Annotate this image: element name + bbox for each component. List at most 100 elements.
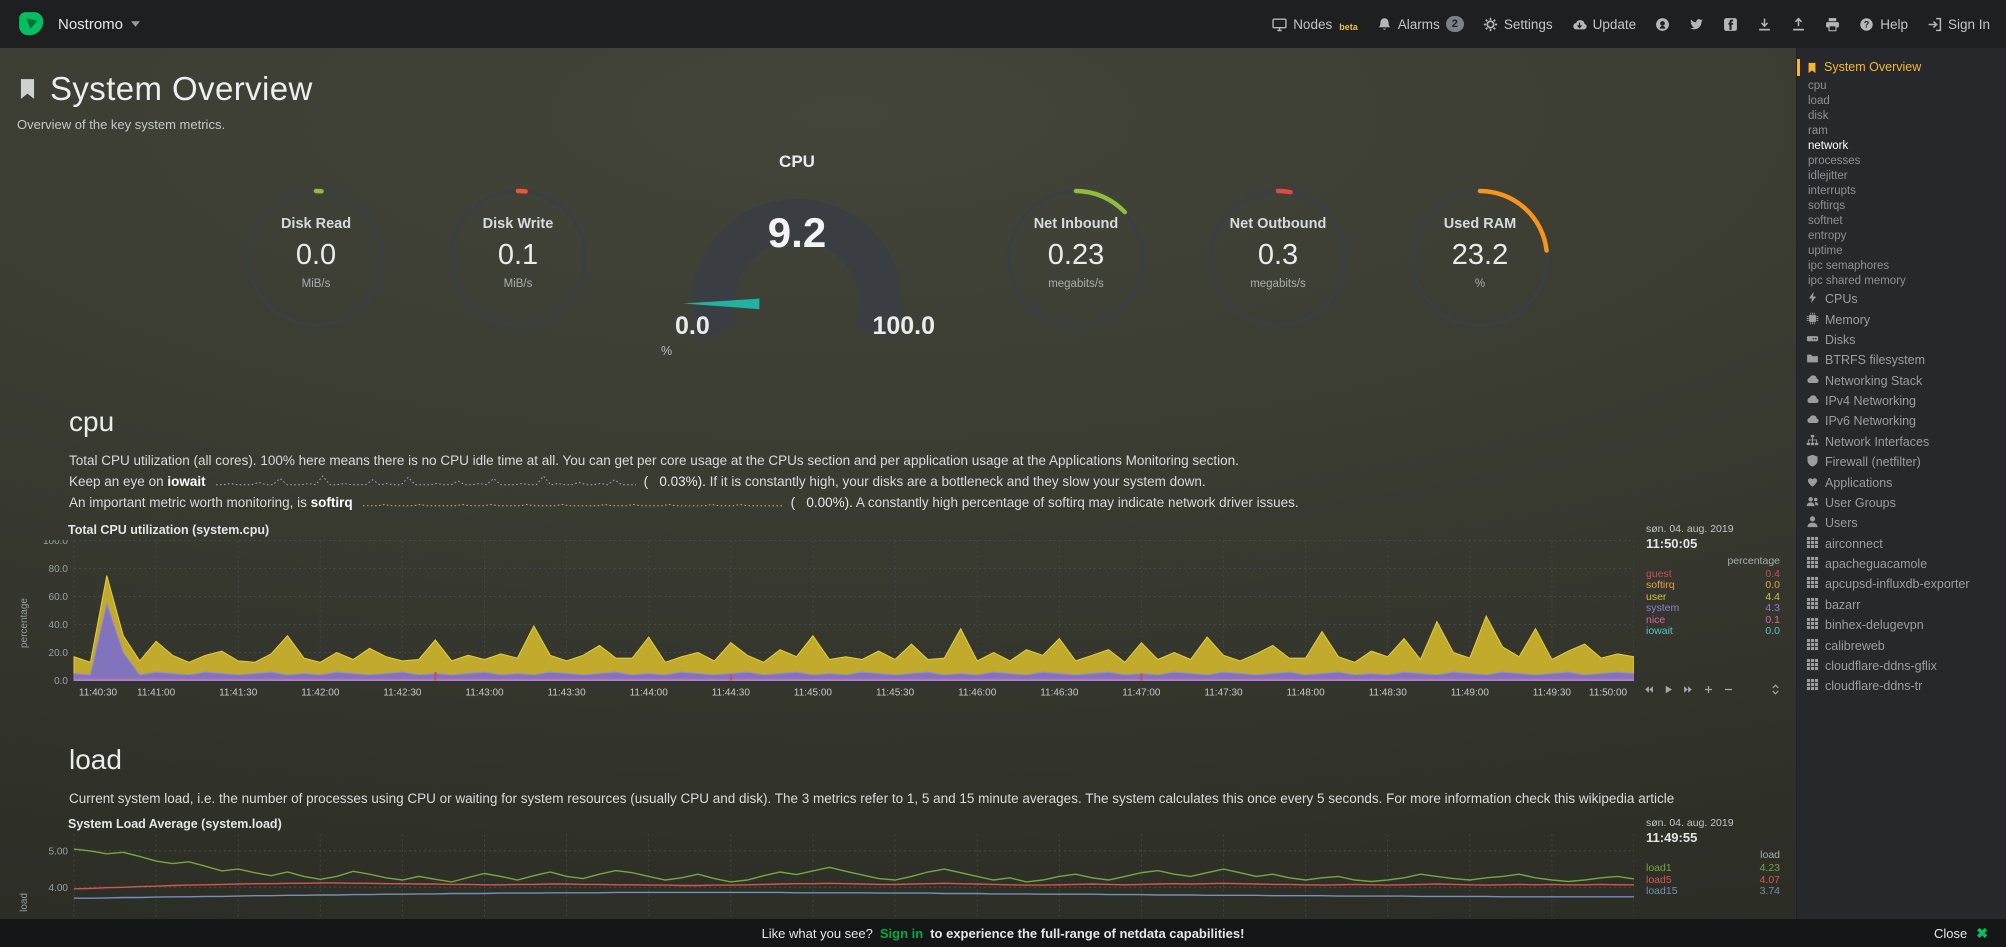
page-head: System Overview Overview of the key syst… <box>0 70 1796 132</box>
gauge-used-ram[interactable]: Used RAM 23.2% <box>1407 185 1553 331</box>
sidebar-item-networking-stack[interactable]: Networking Stack <box>1806 371 2000 391</box>
sidebar-subitem-disk[interactable]: disk <box>1808 110 1829 122</box>
grid-icon <box>1806 678 1819 691</box>
cloud-download-icon <box>1572 17 1587 32</box>
sidebar-subitem-processes[interactable]: processes <box>1808 155 1861 167</box>
gauge-disk-read[interactable]: Disk Read 0.0 MiB/s <box>243 185 389 331</box>
sidebar-subitem-uptime[interactable]: uptime <box>1808 245 1843 257</box>
sidebar-subitem-softirqs[interactable]: softirqs <box>1808 200 1846 212</box>
cpu-plot-area[interactable]: 100.0 80.0 60.0 40.0 20.0 0.0 11:40:30 11:41:00… <box>34 539 1634 702</box>
gauge-min: 0.0 <box>675 312 710 340</box>
signin-label: Sign In <box>1947 16 1990 32</box>
nodes-label: Nodes <box>1293 16 1333 32</box>
legend-date: søn. 04. aug. 2019 <box>1646 522 1734 535</box>
github-button[interactable] <box>1655 17 1670 32</box>
sidebar-subitem-softnet[interactable]: softnet <box>1808 215 1843 227</box>
gauge-net-inbound[interactable]: Net Inbound 0.23 megabits/s <box>1003 185 1149 331</box>
sidebar-subitem-cpu[interactable]: cpu <box>1808 80 1827 92</box>
sidebar-subitem-ipc-shared-memory[interactable]: ipc shared memory <box>1808 275 1906 287</box>
grid-icon <box>1806 638 1819 651</box>
sidebar-item-bazarr[interactable]: bazarr <box>1806 595 2000 615</box>
cpu-description-line2: Keep an eye on iowait( 0.03%). If it is … <box>69 472 1796 494</box>
legend-item-load1[interactable]: load1 4.23 <box>1646 862 1780 874</box>
gauge-max: 100.0 <box>872 312 935 340</box>
sidebar-item-binhex-delugevpn[interactable]: binhex-delugevpn <box>1806 615 2000 635</box>
sidebar-item-btrfs-filesystem[interactable]: BTRFS filesystem <box>1806 350 2000 370</box>
sidebar-item-apacheguacamole[interactable]: apacheguacamole <box>1806 554 2000 574</box>
legend-item-softirq[interactable]: softirq 0.0 <box>1646 579 1780 592</box>
sidebar-item-users[interactable]: Users <box>1806 513 2000 533</box>
sidebar-item-ipv6-networking[interactable]: IPv6 Networking <box>1806 411 2000 431</box>
update-button[interactable]: Update <box>1572 17 1636 32</box>
alarms-button[interactable]: Alarms 2 <box>1377 16 1464 32</box>
zoom-out-button[interactable] <box>1723 684 1734 695</box>
legend-item-load5[interactable]: load5 4.07 <box>1646 873 1780 886</box>
sidebar-item-user-groups[interactable]: User Groups <box>1806 493 2000 513</box>
legend-item-nice[interactable]: nice 0.1 <box>1646 613 1780 626</box>
sidebar-subitem-network[interactable]: network <box>1808 140 1849 152</box>
gauge-unit: % <box>1474 278 1486 290</box>
play-button[interactable] <box>1663 684 1674 695</box>
sidebar-subitem-ipc-semaphores[interactable]: ipc semaphores <box>1808 260 1890 272</box>
resize-button[interactable] <box>1770 683 1781 695</box>
close-banner-button[interactable]: Close ✖ <box>1934 925 1988 942</box>
sidebar-item-ipv4-networking[interactable]: IPv4 Networking <box>1806 391 2000 411</box>
legend-item-iowait[interactable]: iowait 0.0 <box>1646 625 1780 638</box>
node-menu-button[interactable]: Nostromo <box>58 16 141 33</box>
svg-text:11:46:30: 11:46:30 <box>1040 687 1079 698</box>
chart-legend: søn. 04. aug. 2019 11:49:55 load load1 4.23 l… <box>1634 817 1782 947</box>
signin-link[interactable]: Sign in <box>879 925 924 941</box>
zoom-in-button[interactable] <box>1703 684 1714 695</box>
sidebar-item-disks[interactable]: Disks <box>1806 330 2000 350</box>
svg-text:11:43:30: 11:43:30 <box>548 687 587 698</box>
sidebar-subitem-entropy[interactable]: entropy <box>1808 230 1847 242</box>
section-heading-cpu: cpu <box>69 406 115 437</box>
wikipedia-link[interactable]: this wikipedia article <box>1554 790 1675 806</box>
facebook-button[interactable] <box>1723 17 1738 32</box>
sidebar-item-system-overview[interactable]: System Overview <box>1797 58 2000 77</box>
legend-item-system[interactable]: system 4.3 <box>1646 602 1780 615</box>
svg-text:11:41:00: 11:41:00 <box>137 687 176 698</box>
sidebar-item-apcupsd-influxdb-exporter[interactable]: apcupsd-influxdb-exporter <box>1806 574 2000 594</box>
sidebar-item-cloudflare-ddns-gflix[interactable]: cloudflare-ddns-gflix <box>1806 656 2000 676</box>
netdata-logo-icon[interactable] <box>16 9 46 39</box>
sidebar-item-calibreweb[interactable]: calibreweb <box>1806 635 2000 655</box>
export-snapshot-button[interactable] <box>1757 17 1772 32</box>
signin-button[interactable]: Sign In <box>1927 17 1990 32</box>
banner-text-prefix: Like what you see? <box>761 925 873 941</box>
legend-item-user[interactable]: user 4.4 <box>1646 590 1780 603</box>
import-snapshot-button[interactable] <box>1791 17 1806 32</box>
legend-item-load15[interactable]: load15 3.74 <box>1646 885 1780 898</box>
legend-item-guest[interactable]: guest 0.4 <box>1646 567 1780 580</box>
settings-button[interactable]: Settings <box>1483 17 1553 32</box>
nodes-button[interactable]: Nodes beta <box>1272 17 1358 32</box>
sidebar-subitem-ram[interactable]: ram <box>1808 125 1828 137</box>
sidebar-item-cpus[interactable]: CPUs <box>1806 289 2000 309</box>
sidebar-subitem-interrupts[interactable]: interrupts <box>1808 185 1856 197</box>
gauge-net-outbound[interactable]: Net Outbound 0.3 megabits/s <box>1205 185 1351 331</box>
help-button[interactable]: ? Help <box>1859 17 1908 32</box>
sidebar-subitem-idlejitter[interactable]: idlejitter <box>1808 170 1848 182</box>
cloud-icon <box>1806 393 1819 406</box>
load-description: Current system load, i.e. the number of … <box>69 790 1675 806</box>
sidebar-item-applications[interactable]: Applications <box>1806 472 2000 492</box>
sidebar-item-network-interfaces[interactable]: Network Interfaces <box>1806 432 2000 452</box>
sidebar-subitem-load[interactable]: load <box>1808 95 1830 107</box>
gauge-unit: MiB/s <box>301 278 331 290</box>
bookmark-icon <box>1806 62 1818 74</box>
sidebar-item-firewall-netfilter[interactable]: Firewall (netfilter) <box>1806 452 2000 472</box>
gauge-cpu[interactable]: CPU 9.2 0.0 100.0% <box>647 152 947 364</box>
twitter-button[interactable] <box>1689 17 1704 32</box>
gauge-disk-write[interactable]: Disk Write 0.1 MiB/s <box>445 185 591 331</box>
grid-icon <box>1806 617 1819 630</box>
sidebar-nav: System Overview cpu load disk ram network proc… <box>1796 48 2006 947</box>
rewind-button[interactable] <box>1643 684 1654 695</box>
sidebar-item-memory[interactable]: Memory <box>1806 309 2000 329</box>
navbar-actions: Nodes beta Alarms 2 Settings Update ? Help Sign … <box>1272 16 1990 32</box>
fast-forward-button[interactable] <box>1683 684 1694 695</box>
sidebar-item-cloudflare-ddns-tr[interactable]: cloudflare-ddns-tr <box>1806 676 2000 696</box>
svg-text:11:48:00: 11:48:00 <box>1287 687 1326 698</box>
print-button[interactable] <box>1825 17 1840 32</box>
svg-text:11:42:30: 11:42:30 <box>383 687 422 698</box>
sidebar-item-airconnect[interactable]: airconnect <box>1806 534 2000 554</box>
